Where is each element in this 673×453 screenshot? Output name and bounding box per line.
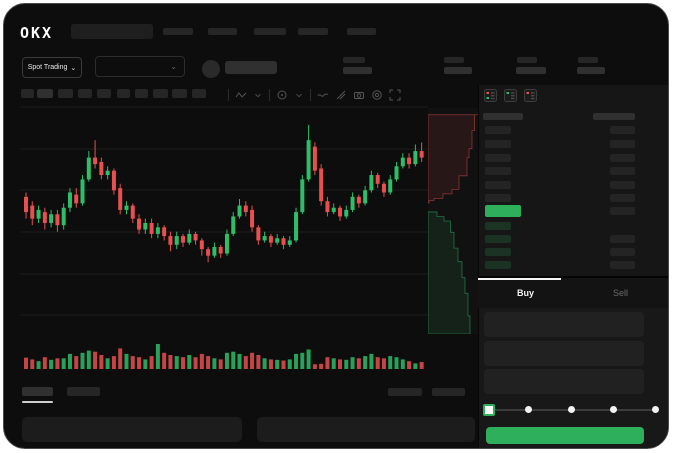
- camera-snapshot-icon[interactable]: [353, 89, 365, 101]
- stat-label-skeleton: [578, 57, 598, 63]
- nav-item-skeleton[interactable]: [163, 28, 193, 35]
- tab-sell[interactable]: Sell: [573, 278, 668, 308]
- chart-toolbar: [228, 87, 401, 102]
- interval-button-skeleton-active[interactable]: [37, 89, 53, 98]
- orders-table-skeleton: [22, 417, 242, 442]
- active-tab-indicator: [478, 278, 561, 280]
- bottom-action-skeleton[interactable]: [388, 388, 422, 396]
- stat-value-skeleton: [343, 67, 372, 74]
- orderbook-header-skeleton: [483, 113, 523, 120]
- market-type-selector[interactable]: Spot Trading ⌄: [22, 57, 82, 78]
- bottom-tab-underline: [22, 401, 53, 403]
- percent-slider-stop[interactable]: [652, 406, 659, 413]
- orders-table-skeleton: [257, 417, 475, 442]
- interval-button-skeleton[interactable]: [153, 89, 168, 98]
- stat-label-skeleton: [517, 57, 537, 63]
- percent-slider-handle[interactable]: [483, 404, 495, 416]
- toolbar-divider: [269, 88, 270, 101]
- interval-button-skeleton[interactable]: [172, 89, 187, 98]
- toolbar-divider: [310, 88, 311, 101]
- indicators-icon[interactable]: [276, 89, 288, 101]
- bid-price-skeleton[interactable]: [485, 261, 511, 269]
- nav-item-skeleton[interactable]: [208, 28, 237, 35]
- app-window: OKX Spot Trading ⌄ ⌄: [3, 3, 669, 449]
- ask-price-skeleton[interactable]: [485, 126, 511, 134]
- nav-item-skeleton[interactable]: [298, 28, 328, 35]
- ask-amount-skeleton: [610, 140, 635, 148]
- percent-slider-stop[interactable]: [568, 406, 575, 413]
- orderbook-view-both-icon[interactable]: [484, 89, 497, 102]
- indicator-zigzag-icon[interactable]: [235, 89, 247, 101]
- stat-value-skeleton: [516, 67, 546, 74]
- stat-label-skeleton: [444, 57, 464, 63]
- bid-amount-skeleton: [610, 261, 635, 269]
- stat-label-skeleton: [343, 57, 365, 63]
- nav-item-skeleton[interactable]: [347, 28, 376, 35]
- bottom-tab-skeleton[interactable]: [67, 387, 100, 396]
- ask-price-skeleton[interactable]: [485, 181, 511, 189]
- bottom-action-skeleton[interactable]: [432, 388, 465, 396]
- chart-settings-icon[interactable]: [371, 89, 383, 101]
- interval-button-skeleton[interactable]: [135, 89, 148, 98]
- depth-chart: [428, 108, 478, 334]
- ask-price-skeleton[interactable]: [485, 167, 511, 175]
- bid-price-skeleton[interactable]: [485, 222, 511, 230]
- app-canvas: OKX Spot Trading ⌄ ⌄: [4, 4, 668, 448]
- ask-amount-skeleton: [610, 194, 635, 202]
- interval-button-skeleton[interactable]: [117, 89, 130, 98]
- search-input-skeleton[interactable]: [71, 24, 153, 39]
- pair-name-skeleton: [225, 61, 277, 74]
- panel-divider: [478, 276, 668, 278]
- chevron-down-icon[interactable]: [253, 90, 263, 100]
- stat-value-skeleton: [444, 67, 472, 74]
- chevron-down-icon: ⌄: [170, 62, 177, 71]
- last-price-block[interactable]: [485, 205, 521, 217]
- ask-amount-skeleton: [610, 126, 635, 134]
- total-input-skeleton[interactable]: [484, 369, 644, 394]
- percent-slider-stop[interactable]: [610, 406, 617, 413]
- interval-button-skeleton[interactable]: [192, 89, 206, 98]
- ask-price-skeleton[interactable]: [485, 140, 511, 148]
- ask-amount-skeleton: [610, 154, 635, 162]
- interval-button-skeleton[interactable]: [58, 89, 73, 98]
- bid-price-skeleton[interactable]: [485, 235, 511, 243]
- bid-price-skeleton[interactable]: [485, 248, 511, 256]
- bid-amount-skeleton: [610, 248, 635, 256]
- buy-submit-button[interactable]: [486, 427, 644, 444]
- tab-buy-label: Buy: [516, 288, 534, 298]
- market-type-label: Spot Trading: [27, 64, 68, 71]
- coin-avatar: [202, 60, 220, 78]
- bid-amount-skeleton: [610, 235, 635, 243]
- orderbook-header-skeleton: [593, 113, 635, 120]
- orderbook-view-bids-icon[interactable]: [504, 89, 517, 102]
- pair-dropdown[interactable]: ⌄: [95, 56, 185, 77]
- draw-annotate-icon[interactable]: [335, 89, 347, 101]
- ask-amount-skeleton: [610, 167, 635, 175]
- tab-buy[interactable]: Buy: [478, 278, 573, 308]
- orderbook-view-asks-icon[interactable]: [524, 89, 537, 102]
- nav-item-skeleton[interactable]: [254, 28, 286, 35]
- last-price-amount-skeleton: [610, 207, 635, 215]
- toolbar-divider: [228, 88, 229, 101]
- percent-slider-stop[interactable]: [525, 406, 532, 413]
- ask-price-skeleton[interactable]: [485, 154, 511, 162]
- okx-logo[interactable]: OKX: [20, 24, 54, 42]
- chevron-down-icon[interactable]: [294, 90, 304, 100]
- chevron-down-icon: ⌄: [70, 64, 77, 72]
- tab-sell-label: Sell: [612, 288, 628, 298]
- trade-tabbar: Buy Sell: [478, 278, 668, 308]
- line-style-icon[interactable]: [317, 89, 329, 101]
- stat-value-skeleton: [577, 67, 605, 74]
- interval-button-skeleton[interactable]: [78, 89, 92, 98]
- interval-button-skeleton[interactable]: [21, 89, 34, 98]
- ask-amount-skeleton: [610, 181, 635, 189]
- bottom-tab-skeleton-active[interactable]: [22, 387, 53, 396]
- fullscreen-icon[interactable]: [389, 89, 401, 101]
- amount-input-skeleton[interactable]: [484, 341, 644, 366]
- interval-button-skeleton[interactable]: [97, 89, 111, 98]
- candlestick-chart[interactable]: [20, 106, 428, 372]
- ask-price-skeleton[interactable]: [485, 194, 511, 202]
- price-input-skeleton[interactable]: [484, 312, 644, 337]
